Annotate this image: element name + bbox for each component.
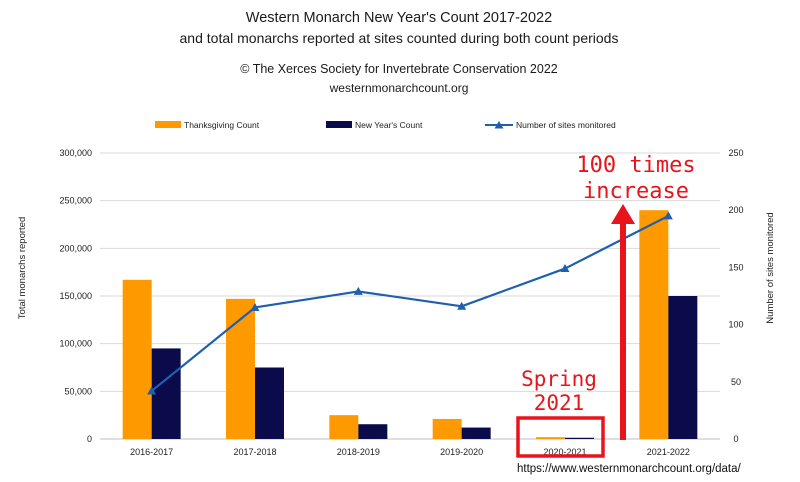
bar-new-years <box>668 296 698 439</box>
legend-label-new-years: New Year's Count <box>355 120 423 130</box>
y-tick-label: 250,000 <box>59 196 92 206</box>
x-axis-ticks: 2016-2017 2017-2018 2018-2019 2019-2020 2020… <box>130 447 690 457</box>
bars <box>122 210 698 439</box>
bar-thanksgiving <box>226 298 255 439</box>
sites-point <box>457 301 467 310</box>
sites-point <box>560 264 570 273</box>
chart-website: westernmonarchcount.org <box>329 81 469 95</box>
y-tick-label: 100,000 <box>59 339 92 349</box>
y-tick-label: 50,000 <box>64 386 92 396</box>
sites-line-series <box>147 211 673 395</box>
y-tick-label: 150,000 <box>59 291 92 301</box>
x-tick-label: 2021-2022 <box>647 447 690 457</box>
source-url: https://www.westernmonarchcount.org/data… <box>517 463 742 475</box>
right-axis-ticks: 0 50 100 150 200 250 <box>728 148 743 444</box>
y2-tick-label: 150 <box>728 262 743 272</box>
y2-tick-label: 0 <box>733 434 738 444</box>
legend-label-thanksgiving: Thanksgiving Count <box>184 120 260 130</box>
x-tick-label: 2016-2017 <box>130 447 173 457</box>
y2-axis-label: Number of sites monitored <box>765 212 776 323</box>
x-tick-label: 2018-2019 <box>337 447 380 457</box>
sites-point <box>663 211 673 220</box>
sites-point <box>353 286 363 295</box>
sites-point <box>250 302 260 311</box>
sites-line <box>150 214 669 392</box>
x-tick-label: 2017-2018 <box>233 447 276 457</box>
annotations: Spring 2021 100 times increase <box>516 153 696 458</box>
chart-credit: © The Xerces Society for Invertebrate Co… <box>240 62 558 76</box>
chart-subtitle: and total monarchs reported at sites cou… <box>180 30 619 46</box>
bar-thanksgiving <box>639 210 669 439</box>
chart-title: Western Monarch New Year's Count 2017-20… <box>246 10 552 26</box>
y-tick-label: 200,000 <box>59 243 92 253</box>
sites-point <box>147 386 157 395</box>
y-axis-label: Total monarchs reported <box>17 217 28 319</box>
bar-thanksgiving <box>329 415 359 439</box>
bar-new-years <box>358 424 388 439</box>
left-axis-ticks: 0 50,000 100,000 150,000 200,000 250,000 300,0… <box>59 148 92 444</box>
bar-thanksgiving <box>122 279 152 439</box>
legend-swatch-new-years <box>326 121 352 128</box>
x-tick-label: 2019-2020 <box>440 447 483 457</box>
increase-annotation-line2: increase <box>583 179 689 204</box>
legend: Thanksgiving Count New Year's Count Numb… <box>155 120 616 130</box>
bar-new-years <box>461 427 491 439</box>
y2-tick-label: 250 <box>728 148 743 158</box>
gridlines <box>100 152 720 440</box>
increase-annotation-line1: 100 times <box>576 153 695 178</box>
bar-thanksgiving <box>432 418 462 439</box>
highlight-box-2020-2021 <box>516 416 605 458</box>
y-tick-label: 300,000 <box>59 148 92 158</box>
legend-marker-sites <box>494 121 504 129</box>
y2-tick-label: 200 <box>728 205 743 215</box>
legend-label-sites: Number of sites monitored <box>516 120 616 130</box>
y2-tick-label: 50 <box>731 377 741 387</box>
bar-thanksgiving <box>536 437 565 439</box>
spring-annotation-line2: 2021 <box>534 391 585 415</box>
legend-swatch-thanksgiving <box>155 121 181 128</box>
y2-tick-label: 100 <box>728 320 743 330</box>
increase-arrow-head <box>611 204 635 224</box>
bar-new-years <box>151 348 181 439</box>
y-tick-label: 0 <box>87 434 92 444</box>
x-tick-label: 2020-2021 <box>543 447 586 457</box>
bar-new-years <box>565 437 594 439</box>
spring-annotation-line1: Spring <box>521 367 597 391</box>
bar-new-years <box>255 367 284 439</box>
